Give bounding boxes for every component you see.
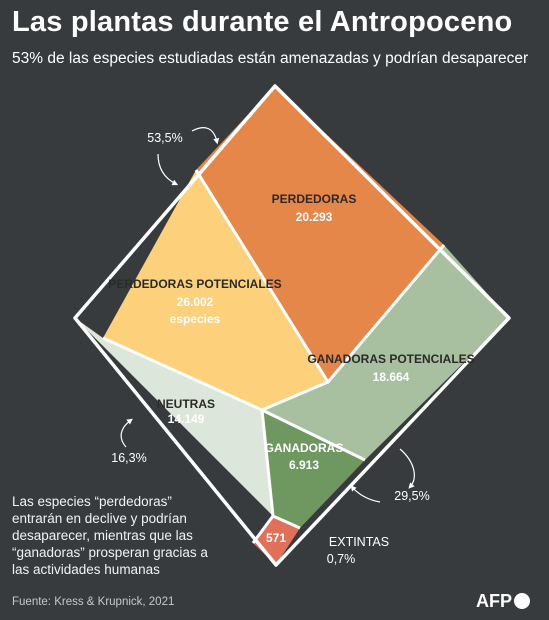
annotation-arrows	[120, 127, 415, 503]
perdedoras-potenciales-label: PERDEDORAS POTENCIALES	[108, 277, 281, 291]
perdedoras-value: 20.293	[296, 210, 333, 224]
neutras-value: 14.149	[168, 412, 205, 426]
perdedoras-potenciales-unit: especies	[170, 312, 221, 326]
neutras-label: NEUTRAS	[157, 397, 215, 411]
ganadoras-potenciales-label: GANADORAS POTENCIALES	[307, 352, 474, 366]
page-title: Las plantas durante el Antropoceno	[12, 6, 513, 38]
ganadoras-value: 6.913	[289, 458, 319, 472]
extintas-value: 571	[266, 531, 286, 545]
threatened-percentage: 53,5%	[147, 131, 182, 145]
extinct-percentage: 0,7%	[327, 552, 356, 566]
segment-perdedoras-potenciales	[103, 170, 328, 410]
winners-percentage: 29,5%	[394, 489, 429, 503]
perdedoras-label: PERDEDORAS	[272, 192, 357, 206]
segment-borders	[102, 169, 446, 544]
segment-ganadoras-potenciales	[262, 245, 509, 460]
arrow-neutral	[120, 418, 133, 448]
ganadoras-label: GANADORAS	[265, 441, 344, 455]
perdedoras-potenciales-value: 26.002	[177, 295, 214, 309]
segment-neutras	[75, 318, 273, 516]
extintas-label: EXTINTAS	[329, 535, 389, 549]
arrow-threatened-bottom	[157, 153, 179, 186]
afp-logo-dot-icon	[514, 593, 530, 609]
page-subtitle: 53% de las especies estudiadas están ame…	[12, 50, 529, 67]
ganadoras-potenciales-value: 18.664	[373, 370, 410, 384]
afp-logo: AFP	[476, 591, 530, 612]
arrow-winners-bottom	[350, 485, 381, 503]
afp-logo-text: AFP	[476, 591, 512, 611]
source-credit: Fuente: Kress & Krupnick, 2021	[12, 596, 175, 608]
explanatory-note: Las especies “perdedoras” entrarán en de…	[12, 494, 208, 577]
arrow-threatened-top	[191, 127, 220, 145]
arrow-winners-top	[399, 448, 415, 489]
segment-ganadoras	[262, 410, 365, 528]
segment-perdedoras	[196, 86, 444, 382]
neutral-percentage: 16,3%	[111, 451, 146, 465]
diamond-outline	[73, 84, 511, 567]
